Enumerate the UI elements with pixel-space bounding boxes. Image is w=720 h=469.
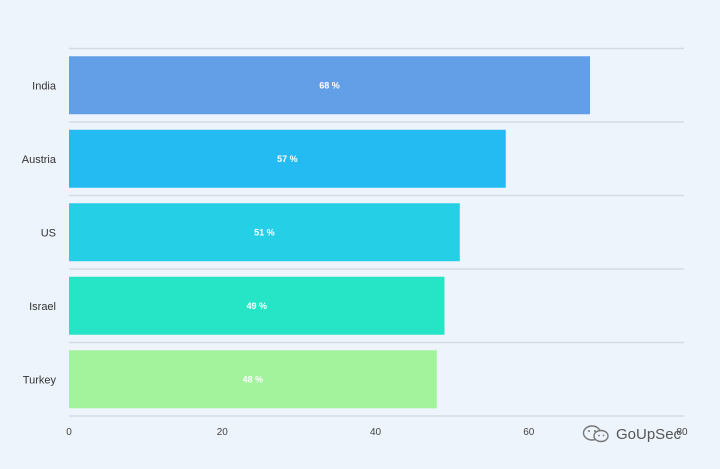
category-label: India	[32, 80, 57, 92]
watermark-text: GoUpSec	[616, 425, 682, 443]
category-label: Israel	[29, 301, 56, 313]
bar-us	[69, 203, 460, 262]
x-tick-label: 80	[676, 427, 688, 438]
category-label: Turkey	[23, 374, 57, 386]
x-tick-label: 60	[523, 427, 535, 438]
bar-turkey	[69, 350, 437, 409]
bar-india	[69, 56, 591, 115]
x-tick-label: 20	[217, 427, 229, 438]
watermark: GoUpSec	[582, 424, 681, 444]
value-label: 48 %	[243, 374, 264, 384]
value-label: 49 %	[246, 301, 267, 311]
x-tick-label: 40	[370, 427, 382, 438]
category-label: US	[41, 227, 56, 239]
bar-israel	[69, 276, 445, 335]
bar-austria	[69, 129, 506, 188]
category-label: Austria	[22, 154, 57, 166]
value-label: 68 %	[319, 80, 340, 90]
value-label: 51 %	[254, 227, 275, 237]
value-label: 57 %	[277, 154, 298, 164]
wechat-icon	[582, 425, 609, 443]
x-tick-label: 0	[66, 427, 72, 438]
